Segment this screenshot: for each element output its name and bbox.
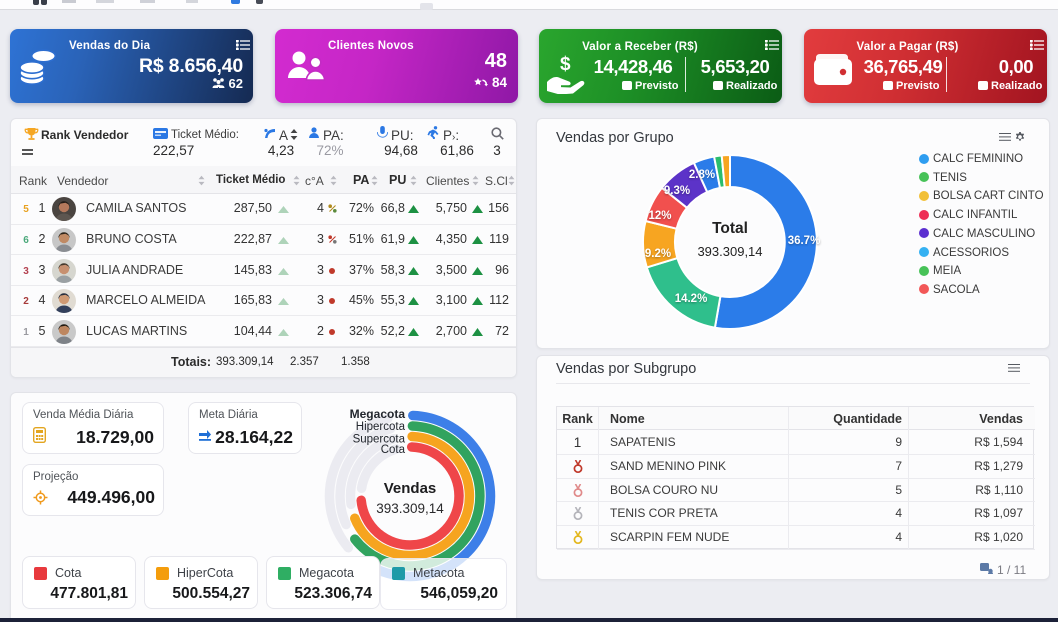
svg-text:393.309,14: 393.309,14 [697, 244, 762, 259]
svg-text:Hipercota: Hipercota [356, 421, 406, 433]
svg-text:9.3%: 9.3% [664, 185, 690, 197]
svg-text:36.7%: 36.7% [788, 235, 821, 247]
svg-text:393.309,14: 393.309,14 [376, 501, 444, 516]
svg-text:Supercota: Supercota [353, 434, 406, 446]
svg-text:Vendas: Vendas [384, 480, 437, 497]
svg-text:Total: Total [712, 220, 748, 237]
svg-text:14.2%: 14.2% [675, 293, 708, 305]
svg-text:$: $ [560, 54, 571, 75]
svg-text:9.2%: 9.2% [645, 248, 671, 260]
svg-text:Megacota: Megacota [350, 407, 406, 421]
svg-text:12%: 12% [648, 210, 671, 222]
svg-text:2.8%: 2.8% [689, 169, 715, 181]
svg-text:Cota: Cota [381, 444, 406, 456]
